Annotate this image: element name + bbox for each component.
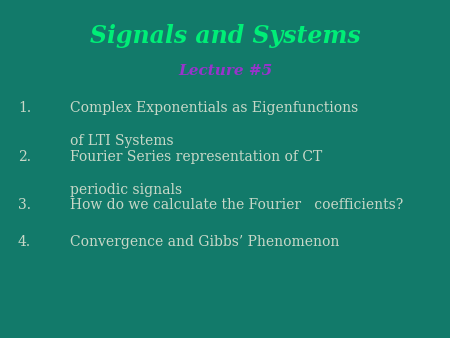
Text: Convergence and Gibbs’ Phenomenon: Convergence and Gibbs’ Phenomenon xyxy=(70,235,339,249)
Text: How do we calculate the Fourier   coefficients?: How do we calculate the Fourier coeffici… xyxy=(70,198,403,212)
Text: 3.: 3. xyxy=(18,198,31,212)
Text: Complex Exponentials as Eigenfunctions: Complex Exponentials as Eigenfunctions xyxy=(70,101,358,115)
Text: 4.: 4. xyxy=(18,235,31,249)
Text: Signals and Systems: Signals and Systems xyxy=(90,24,360,48)
Text: Lecture #5: Lecture #5 xyxy=(178,64,272,78)
Text: periodic signals: periodic signals xyxy=(70,183,182,196)
Text: Fourier Series representation of CT: Fourier Series representation of CT xyxy=(70,150,322,164)
Text: 2.: 2. xyxy=(18,150,31,164)
Text: 1.: 1. xyxy=(18,101,31,115)
Text: of LTI Systems: of LTI Systems xyxy=(70,134,173,147)
